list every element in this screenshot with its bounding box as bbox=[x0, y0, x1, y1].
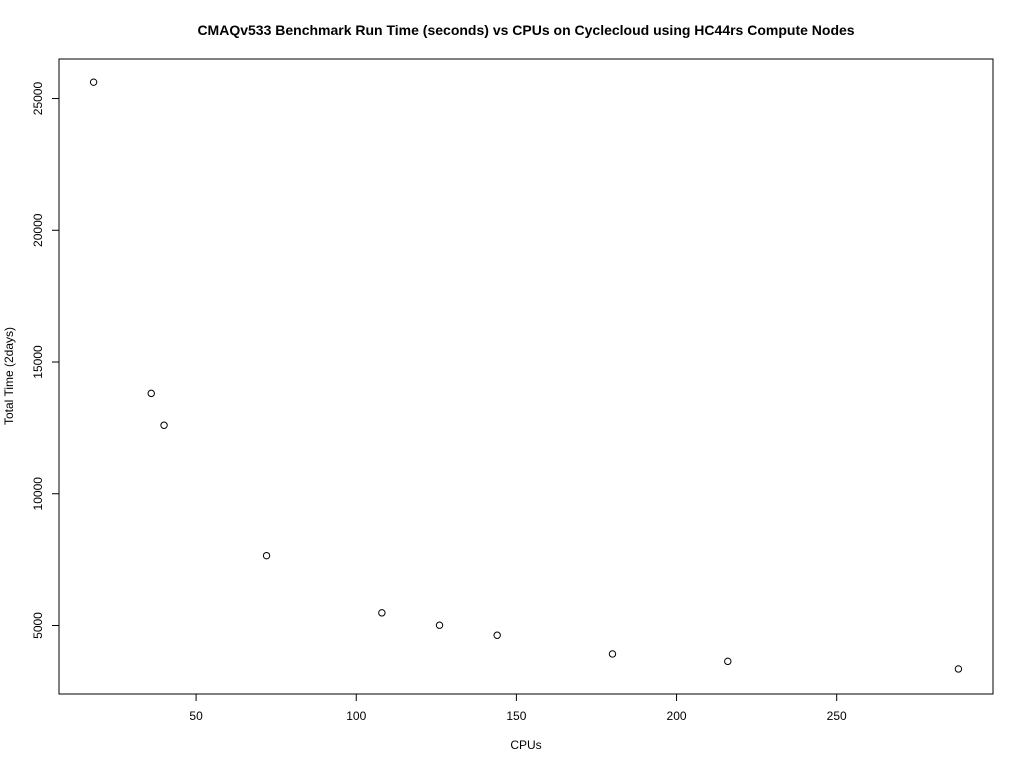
x-axis: 50 100 150 200 250 bbox=[189, 693, 847, 723]
data-point bbox=[147, 389, 155, 398]
data-point bbox=[608, 650, 617, 658]
y-axis: 5000 10000 15000 20000 25000 bbox=[31, 82, 60, 639]
data-point bbox=[160, 421, 168, 429]
data-point bbox=[378, 609, 386, 617]
y-tick-label: 5000 bbox=[31, 612, 45, 639]
x-tick-label: 250 bbox=[827, 709, 847, 723]
data-point bbox=[954, 665, 963, 673]
x-tick-label: 100 bbox=[346, 709, 366, 723]
x-axis-label: CPUs bbox=[510, 738, 541, 752]
plot-frame bbox=[58, 58, 994, 695]
y-tick-label: 10000 bbox=[31, 477, 45, 511]
x-tick-label: 50 bbox=[189, 709, 203, 723]
data-point bbox=[724, 657, 732, 666]
x-tick-label: 150 bbox=[506, 709, 526, 723]
y-axis-label: Total Time (2days) bbox=[2, 327, 16, 425]
data-point bbox=[262, 551, 271, 560]
data-point bbox=[435, 621, 444, 629]
data-point bbox=[493, 631, 501, 639]
x-tick-label: 200 bbox=[667, 709, 687, 723]
y-tick-label: 20000 bbox=[31, 213, 45, 247]
chart-title: CMAQv533 Benchmark Run Time (seconds) vs… bbox=[197, 22, 854, 38]
data-points bbox=[89, 78, 963, 673]
y-tick-label: 25000 bbox=[31, 82, 45, 116]
y-tick-label: 15000 bbox=[31, 345, 45, 379]
data-point bbox=[89, 78, 98, 86]
